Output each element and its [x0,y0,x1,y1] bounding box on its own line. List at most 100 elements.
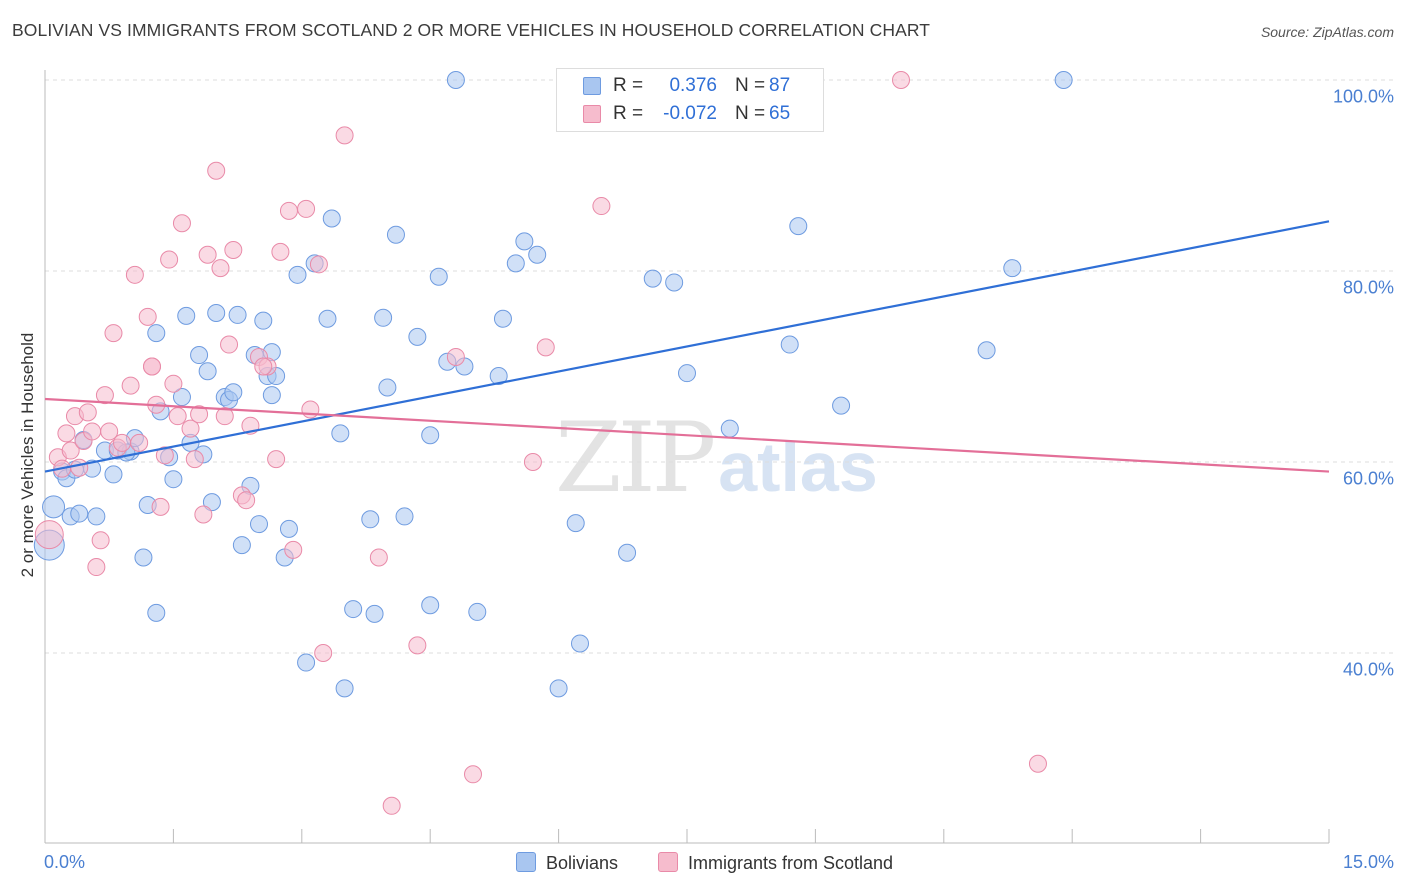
scotland-point [91,531,110,550]
scotland-point [121,376,140,395]
r-value: 0.376 [669,75,717,96]
x-tick-label-right: 15.0% [1342,852,1394,872]
scotland-point [271,242,290,261]
scotland-point [369,548,388,567]
bolivians-point [643,269,662,288]
scotland-trend-line [44,397,1330,473]
scotland-point [592,197,611,216]
scotland-point [125,265,144,284]
scotland-point [892,71,910,89]
r-label: R = [613,103,644,124]
bolivians-point [618,543,637,562]
bolivians-point [254,311,273,330]
bolivians-point [780,335,799,354]
scotland-point [138,307,157,326]
chart-title: BOLIVIAN VS IMMIGRANTS FROM SCOTLAND 2 O… [12,20,931,40]
bolivians-point [386,225,405,244]
scotland-point [185,450,204,469]
y-tick-label-60: 60.0% [1342,468,1394,489]
stats-legend-row-scotland: R = -0.072 N = 65 [557,101,823,129]
scotland-point [224,240,243,259]
bolivians-point [720,419,739,438]
scotland-point [267,450,286,469]
scotland-point [78,403,97,422]
bolivians-point [228,305,247,324]
bolivians-point [571,634,589,653]
scotland-point [83,422,102,441]
bolivians-point [279,519,298,538]
bolivians-point [489,367,508,386]
bolivians-point [429,267,448,286]
scotland-point [194,505,213,524]
n-label: N = [735,103,766,124]
scotland-point [113,433,132,452]
scotland-point [155,446,174,465]
bolivians-point [361,510,380,529]
legend-item-bolivians[interactable]: Bolivians [516,852,618,874]
legend-item-scotland[interactable]: Immigrants from Scotland [658,852,893,874]
scotland-point [408,636,427,655]
bolivians-swatch [583,77,601,95]
bolivians-point [365,604,384,623]
bolivians-point [318,309,337,328]
bolivians-point [224,383,243,402]
bolivians-point [250,515,268,534]
scotland-point [254,357,273,376]
bolivians-point [134,548,153,567]
bolivians-point [331,424,350,443]
bolivians-point [421,426,440,445]
bolivians-point [1054,71,1073,89]
scotland-point [61,441,80,460]
bolivians-point [87,507,106,526]
legend-label-bolivians: Bolivians [546,853,619,873]
scotland-point [34,520,64,550]
bolivians-point [147,603,166,622]
bolivians-point [164,470,183,489]
scotland-point [70,458,89,477]
scotland-point [464,765,482,784]
scotland-point [237,491,256,510]
scotland-point [172,214,191,233]
bolivians-point [528,245,547,264]
bolivians-point [262,386,281,405]
bolivians-trend-line [44,220,1330,473]
bolivians-point [515,232,534,251]
series-legend: Bolivians Immigrants from Scotland [0,852,1406,878]
bolivians-point [446,71,465,89]
scotland-point [536,338,555,357]
scotland-point [57,424,76,443]
x-tick-label-left: 0.0% [44,852,86,872]
scotland-point [198,245,217,264]
bolivians-point [421,596,440,615]
bolivians-point [198,362,217,381]
scotland-point [523,453,542,471]
bolivians-point [374,308,393,327]
r-value: -0.072 [663,103,717,124]
bolivians-point [104,465,123,484]
bolivians-point [177,306,196,325]
bolivians-point [322,209,341,228]
n-value: 65 [769,103,791,124]
bolivians-point [493,309,512,328]
scotland-point [87,558,106,577]
stats-legend: R = 0.376 N = 87 R = -0.072 N = 65 [556,68,824,132]
scotland-point [143,357,161,376]
r-label: R = [613,75,644,96]
y-axis-label: 2 or more Vehicles in Household [18,332,37,578]
scotland-point [160,250,179,269]
scotland-point [104,324,123,343]
bolivians-point [42,495,66,519]
bolivians-point [395,507,414,526]
scotland-point [130,433,149,452]
scotland-point [164,374,183,393]
legend-swatch-scotland [658,852,678,872]
bolivians-point [566,514,585,533]
scotland-point [190,405,209,424]
legend-label-scotland: Immigrants from Scotland [688,853,894,873]
bolivians-point [665,273,684,292]
scotland-point [1028,754,1047,773]
bolivians-point [549,679,568,698]
scotland-point [95,386,114,405]
scotland-point [215,407,234,426]
